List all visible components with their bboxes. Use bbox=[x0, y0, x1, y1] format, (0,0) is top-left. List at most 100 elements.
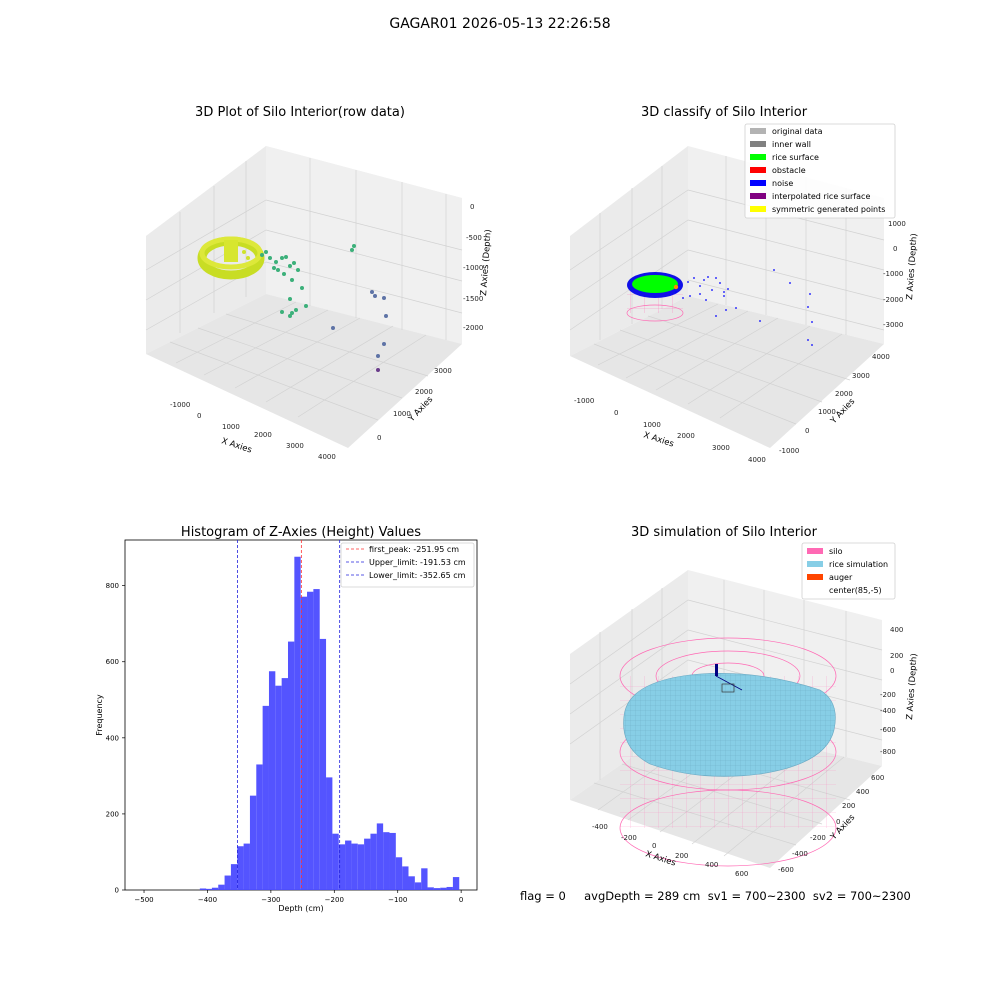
raw-ring-top bbox=[199, 236, 263, 270]
sim-ztick: -600 bbox=[880, 726, 896, 734]
hist-legend-frame bbox=[340, 542, 475, 588]
sim-ytick: -200 bbox=[810, 834, 826, 842]
hist-bar bbox=[421, 868, 428, 890]
hist-bar bbox=[376, 823, 384, 890]
hist-ytick-label: 800 bbox=[106, 582, 119, 590]
raw-ytick: 3000 bbox=[434, 367, 452, 375]
cls-point bbox=[693, 277, 695, 279]
panel-classify-3d: 3D classify of Silo Interior original da… bbox=[569, 105, 920, 464]
raw-point bbox=[242, 250, 246, 254]
cls-xtick: 4000 bbox=[748, 456, 766, 464]
sim-title: 3D simulation of Silo Interior bbox=[631, 525, 818, 540]
raw-point bbox=[264, 250, 268, 254]
raw-point bbox=[373, 294, 377, 298]
raw-point bbox=[288, 264, 292, 268]
sim-ytick: 200 bbox=[842, 802, 855, 810]
cls-point bbox=[811, 344, 813, 346]
raw-ztick: -2000 bbox=[463, 324, 483, 332]
hist-bar bbox=[364, 838, 371, 890]
legend-swatch bbox=[750, 180, 766, 186]
hist-bar bbox=[427, 887, 434, 890]
sim-ytick: -400 bbox=[792, 850, 808, 858]
hist-bar bbox=[243, 843, 250, 890]
raw-xtick: 3000 bbox=[286, 442, 304, 450]
cls-ytick: 0 bbox=[805, 427, 809, 435]
legend-swatch bbox=[750, 167, 766, 173]
cls-ytick: -1000 bbox=[779, 447, 799, 455]
panel-histogram: Histogram of Z-Axies (Height) Values −50… bbox=[95, 525, 478, 913]
cls-point bbox=[723, 291, 725, 293]
legend-label: original data bbox=[772, 127, 823, 136]
legend-label: obstacle bbox=[772, 166, 806, 175]
hist-bar bbox=[452, 877, 460, 890]
raw-point bbox=[288, 314, 292, 318]
raw-xtick: 1000 bbox=[222, 423, 240, 431]
hist-bar bbox=[256, 764, 263, 890]
hist-bar bbox=[268, 671, 276, 890]
cls-noise-points bbox=[673, 269, 813, 346]
hist-bar bbox=[408, 876, 415, 890]
hist-bar bbox=[249, 795, 257, 890]
cls-point bbox=[725, 309, 727, 311]
cls-point bbox=[723, 295, 725, 297]
sim-xtick: 400 bbox=[705, 861, 718, 869]
raw-point bbox=[260, 253, 264, 257]
hist-bar bbox=[326, 777, 333, 890]
raw-point bbox=[276, 268, 280, 272]
cls-zlabel: Z Axies (Depth) bbox=[905, 233, 920, 300]
hist-bar bbox=[370, 833, 377, 890]
hist-xtick-label: −200 bbox=[325, 896, 344, 904]
legend-label: rice simulation bbox=[829, 560, 888, 569]
raw-point bbox=[282, 272, 286, 276]
raw-point bbox=[290, 278, 294, 282]
raw-ztick: -1000 bbox=[463, 264, 483, 272]
cls-ztick: -3000 bbox=[883, 321, 903, 329]
legend-swatch bbox=[807, 548, 823, 554]
sim-xlabel: X Axies bbox=[644, 849, 677, 868]
raw-point bbox=[300, 286, 304, 290]
hist-ytick-label: 400 bbox=[106, 734, 119, 742]
raw-ztick: 0 bbox=[470, 203, 474, 211]
raw-grid bbox=[145, 158, 463, 421]
raw-ticks: -1000 0 1000 2000 3000 4000 0 1000 2000 … bbox=[170, 203, 483, 461]
sim-auger bbox=[715, 664, 743, 693]
cls-ytick: 2000 bbox=[835, 390, 853, 398]
hist-vlines bbox=[237, 540, 341, 890]
cls-xtick: -1000 bbox=[574, 397, 594, 405]
hist-legend-label: Upper_limit: -191.53 cm bbox=[369, 558, 466, 567]
cls-point bbox=[727, 288, 729, 290]
hist-xtick-label: −300 bbox=[261, 896, 280, 904]
hist-bar bbox=[287, 641, 295, 890]
cls-point bbox=[719, 282, 721, 284]
sim-ztick: 200 bbox=[890, 652, 903, 660]
raw-point bbox=[382, 342, 386, 346]
sim-xtick: -400 bbox=[592, 823, 608, 831]
cls-point bbox=[807, 339, 809, 341]
legend-label: inner wall bbox=[772, 140, 811, 149]
hist-xtick-label: −400 bbox=[198, 896, 217, 904]
raw-point bbox=[294, 308, 298, 312]
cls-point bbox=[811, 321, 813, 323]
raw-point bbox=[246, 256, 250, 260]
cls-xtick: 1000 bbox=[643, 421, 661, 429]
hist-bar bbox=[332, 833, 339, 890]
legend-swatch bbox=[807, 574, 823, 580]
legend-label: interpolated rice surface bbox=[772, 192, 870, 201]
legend-swatch bbox=[750, 141, 766, 147]
hist-ytick-label: 0 bbox=[115, 887, 119, 895]
raw-floor-pane bbox=[146, 294, 462, 448]
hist-ytick-label: 600 bbox=[106, 658, 119, 666]
hist-bar bbox=[446, 886, 453, 890]
hist-bar bbox=[218, 884, 225, 890]
legend-label: symmetric generated points bbox=[772, 205, 885, 214]
sim-xtick: 0 bbox=[652, 842, 656, 850]
raw-ztick: -500 bbox=[466, 234, 482, 242]
raw-point bbox=[376, 354, 380, 358]
cls-ztick: 0 bbox=[893, 245, 897, 253]
cls-cylinder-bottom bbox=[626, 304, 684, 322]
hist-bar bbox=[313, 589, 320, 890]
sim-ytick: -600 bbox=[778, 866, 794, 874]
cls-grid bbox=[569, 156, 885, 425]
legend-label: rice surface bbox=[772, 153, 819, 162]
cls-point bbox=[689, 295, 691, 297]
